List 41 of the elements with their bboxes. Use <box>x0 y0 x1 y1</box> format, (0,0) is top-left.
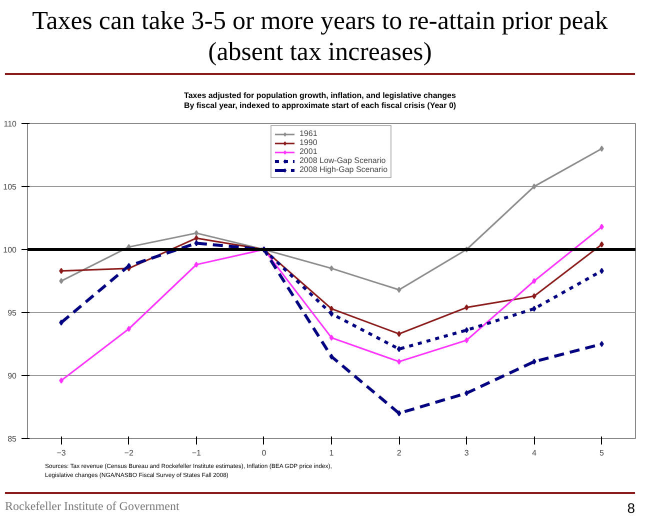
text: 8 <box>627 498 635 518</box>
point <box>464 327 469 334</box>
point <box>194 235 199 242</box>
point <box>396 346 402 352</box>
point <box>396 410 402 416</box>
legend-label: 2008 High-Gap Scenario <box>299 165 388 174</box>
point <box>396 286 402 293</box>
x-tick-label: −3 <box>56 448 66 458</box>
x-tick-label: 2 <box>396 448 402 458</box>
x-tick-label: −2 <box>124 448 134 458</box>
x-tick-label: −1 <box>192 448 202 458</box>
y-tick-label: 105 <box>3 182 18 192</box>
point <box>329 334 334 341</box>
point <box>194 230 199 236</box>
y-tick-label: 90 <box>8 372 18 381</box>
y-tick-label: 100 <box>3 246 18 255</box>
point <box>329 310 334 317</box>
point <box>464 304 469 311</box>
point <box>329 266 334 272</box>
y-tick-label: 110 <box>4 120 18 129</box>
legend-label: 1990 <box>299 138 318 148</box>
x-tick-label: 3 <box>464 448 470 458</box>
legend-label: 1961 <box>299 129 318 138</box>
point <box>329 354 334 360</box>
legend-label: 2008 Low-Gap Scenario <box>299 156 386 166</box>
x-tick-label: 4 <box>532 448 537 458</box>
x-tick-label: 0 <box>262 448 267 458</box>
point <box>464 337 469 344</box>
x-tick-label: 1 <box>329 448 334 458</box>
y-tick-label: 85 <box>8 434 18 444</box>
text: Rockefeller Institute of Government <box>5 498 180 515</box>
point <box>396 358 402 365</box>
x-tick-label: 5 <box>600 448 604 458</box>
chart-title: Taxes can take 3-5 or more years to re-attain prior peak (absent tax increases) <box>5 5 635 75</box>
y-tick-label: 95 <box>8 308 18 318</box>
chart-subtitle: Taxes adjusted for population growth, inflation, and legislative changes By fiscal year, indexed to approximate start of each fiscal crisis (Year 0) <box>182 90 458 111</box>
point <box>396 331 402 338</box>
point <box>464 390 469 396</box>
legend-label: 2001 <box>299 147 318 156</box>
point <box>329 306 334 312</box>
point <box>194 262 199 268</box>
